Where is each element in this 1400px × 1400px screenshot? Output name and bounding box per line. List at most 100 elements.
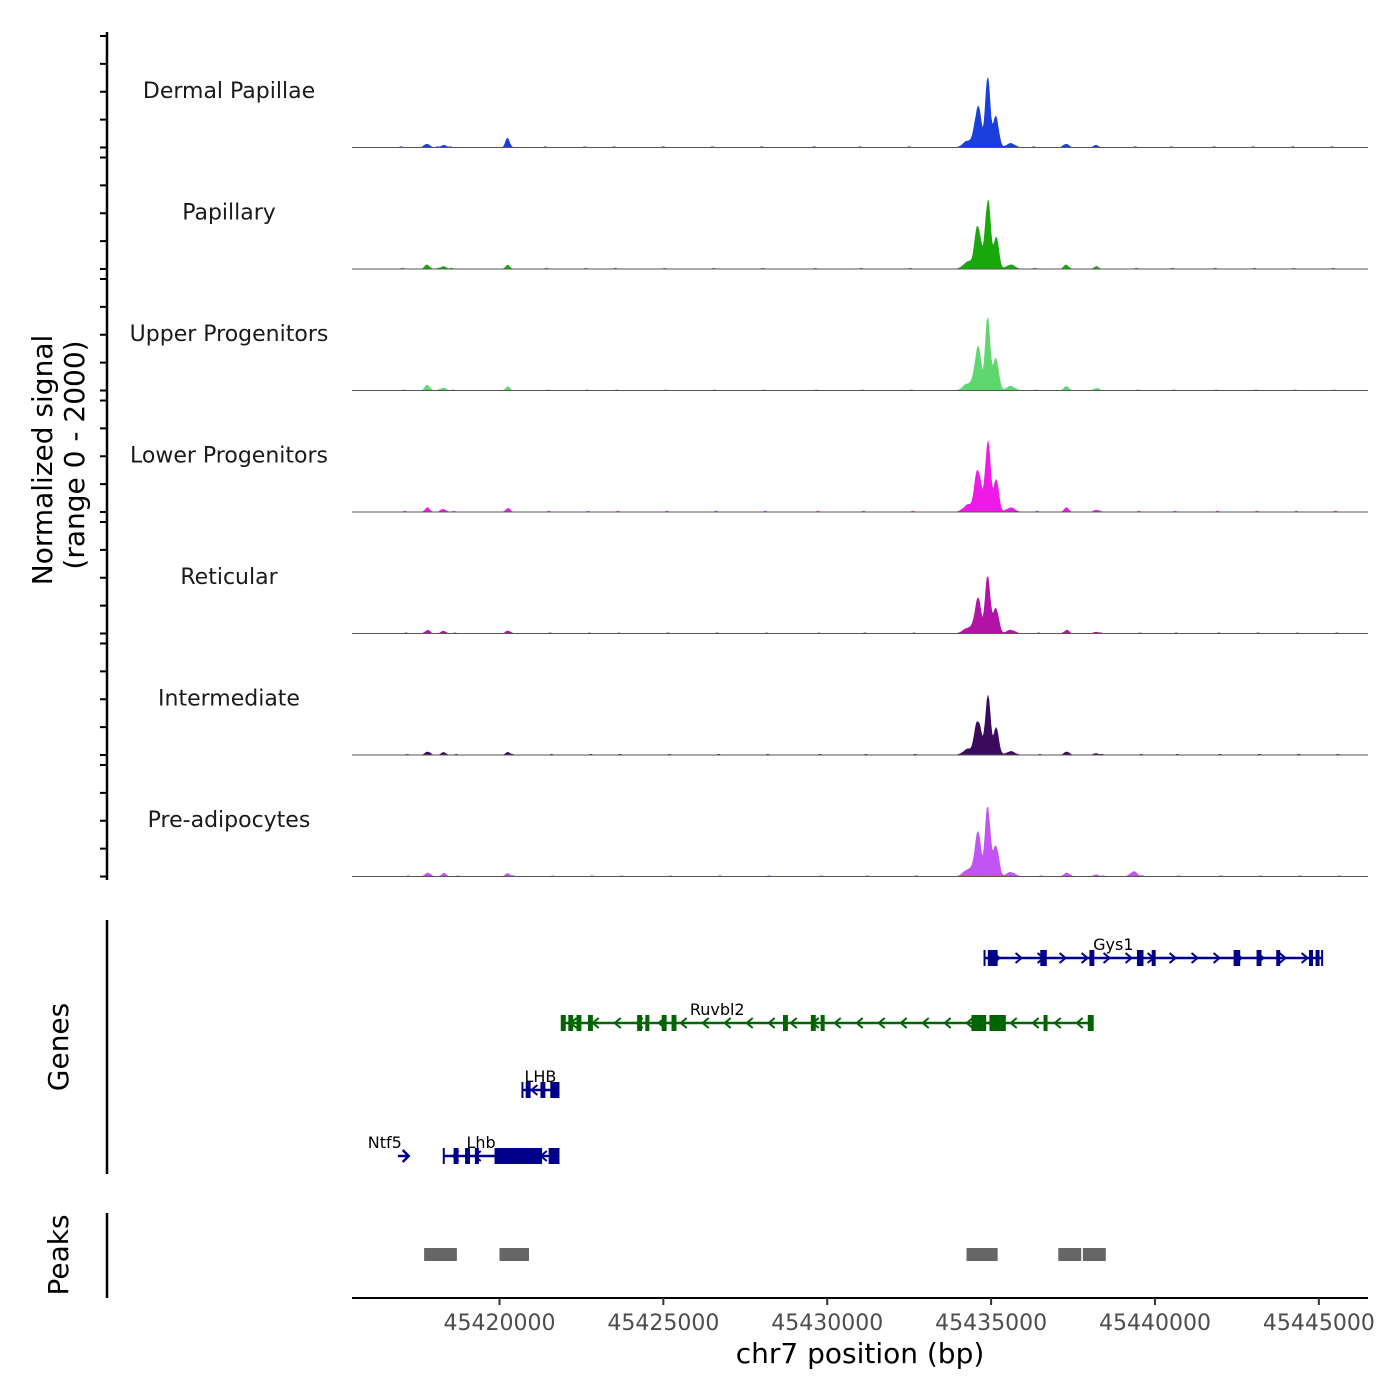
coverage-area	[352, 441, 1368, 513]
exon	[810, 1015, 816, 1031]
track-label: Reticular	[180, 565, 278, 590]
coverage-area	[352, 695, 1368, 756]
track-pre-adipocytes: Pre-adipocytes	[148, 806, 1368, 877]
strand-arrow	[1031, 1017, 1040, 1029]
x-axis-title: chr7 position (bp)	[736, 1337, 985, 1370]
strand-arrow	[921, 1017, 930, 1029]
gene-lhb: LHB	[521, 1067, 560, 1098]
coverage-area	[352, 200, 1368, 270]
strand-arrow	[1124, 952, 1134, 964]
exon	[1087, 1015, 1093, 1031]
exon	[971, 1015, 987, 1031]
gene-label: Lhb	[467, 1133, 496, 1152]
exon	[661, 1015, 667, 1031]
strand-arrow	[723, 1017, 732, 1029]
track-label: Intermediate	[158, 687, 300, 712]
x-tick-label: 45435000	[935, 1311, 1047, 1336]
peak-region	[966, 1248, 998, 1261]
strand-arrow	[1058, 952, 1068, 964]
exon	[1043, 1015, 1048, 1031]
gene-label: Ntf5	[368, 1133, 402, 1152]
strand-arrow	[1102, 952, 1112, 964]
exon	[989, 1015, 1006, 1031]
exon	[1136, 950, 1144, 966]
exon	[1040, 950, 1047, 966]
x-tick-label: 45440000	[1099, 1311, 1211, 1336]
track-dermal-papillae: Dermal Papillae	[143, 77, 1368, 148]
gene-label: LHB	[524, 1067, 556, 1086]
track-label: Upper Progenitors	[130, 322, 329, 347]
coverage-tracks: Dermal Papillae Papillary Upper Progenitor…	[130, 77, 1368, 877]
y-axis-title-line1: Normalized signal	[26, 335, 59, 586]
exon	[1233, 950, 1241, 966]
exon	[540, 1082, 546, 1098]
track-lower-progenitors: Lower Progenitors	[130, 441, 1368, 513]
strand-arrow	[965, 1017, 974, 1029]
strand-arrow	[943, 1017, 952, 1029]
exon	[637, 1015, 643, 1031]
exon	[1276, 950, 1281, 966]
exon	[1315, 950, 1320, 966]
strand-arrow	[1190, 952, 1200, 964]
x-axis-ticks: 45420000 45425000 45430000 45435000 45440000…	[443, 1298, 1375, 1336]
track-upper-progenitors: Upper Progenitors	[130, 316, 1368, 391]
strand-arrow	[789, 1017, 798, 1029]
strand-arrow	[613, 1017, 622, 1029]
strand-arrow	[529, 1084, 539, 1096]
peak-region	[1058, 1248, 1082, 1261]
exon	[548, 1148, 559, 1164]
exon	[561, 1015, 566, 1031]
strand-arrow	[401, 1149, 411, 1163]
strand-arrow	[1168, 952, 1178, 964]
gene-ntf5: Ntf5	[368, 1133, 411, 1163]
coverage-area	[352, 77, 1368, 148]
exon	[494, 1148, 543, 1164]
track-reticular: Reticular	[180, 565, 1368, 634]
x-tick-label: 45425000	[607, 1311, 719, 1336]
exon	[587, 1015, 593, 1031]
y-axis-title: Normalized signal (range 0 - 2000)	[26, 335, 91, 586]
exon	[525, 1082, 531, 1098]
coverage-y-ticks	[100, 35, 107, 878]
exon	[1151, 950, 1156, 966]
exon	[474, 1148, 479, 1164]
gene-lhb: Lhb	[442, 1133, 560, 1164]
strand-arrow	[679, 1017, 688, 1029]
exon	[645, 1015, 650, 1031]
gene-label: Gys1	[1093, 935, 1133, 954]
track-intermediate: Intermediate	[158, 687, 1368, 756]
strand-arrow	[899, 1017, 908, 1029]
exon	[576, 1015, 582, 1031]
x-tick-label: 45420000	[443, 1311, 555, 1336]
exon	[568, 1015, 574, 1031]
strand-arrow	[1080, 952, 1090, 964]
strand-arrow	[1053, 1017, 1062, 1029]
strand-arrow	[1009, 1017, 1018, 1029]
strand-arrow	[1212, 952, 1222, 964]
peak-region	[1082, 1248, 1106, 1261]
peak-regions	[424, 1248, 1106, 1261]
peak-region	[499, 1248, 529, 1261]
strand-arrow	[855, 1017, 864, 1029]
exon	[465, 1148, 470, 1164]
coverage-area	[352, 316, 1368, 391]
gene-gys1: Gys1	[983, 935, 1324, 966]
exon	[782, 1015, 788, 1031]
exon	[1089, 950, 1095, 966]
strand-arrow	[1300, 952, 1310, 964]
exon	[1256, 950, 1262, 966]
strand-arrow	[1278, 952, 1288, 964]
track-label: Lower Progenitors	[130, 444, 328, 469]
strand-arrow	[1075, 1017, 1084, 1029]
peaks-panel-label: Peaks	[42, 1214, 75, 1295]
strand-arrow	[701, 1017, 710, 1029]
coverage-area	[352, 806, 1368, 877]
strand-arrow	[833, 1017, 842, 1029]
exon	[820, 1015, 825, 1031]
exon	[671, 1015, 677, 1031]
strand-arrow	[877, 1017, 886, 1029]
exon	[453, 1148, 459, 1164]
strand-arrow	[1014, 952, 1024, 964]
coverage-area	[352, 575, 1368, 634]
